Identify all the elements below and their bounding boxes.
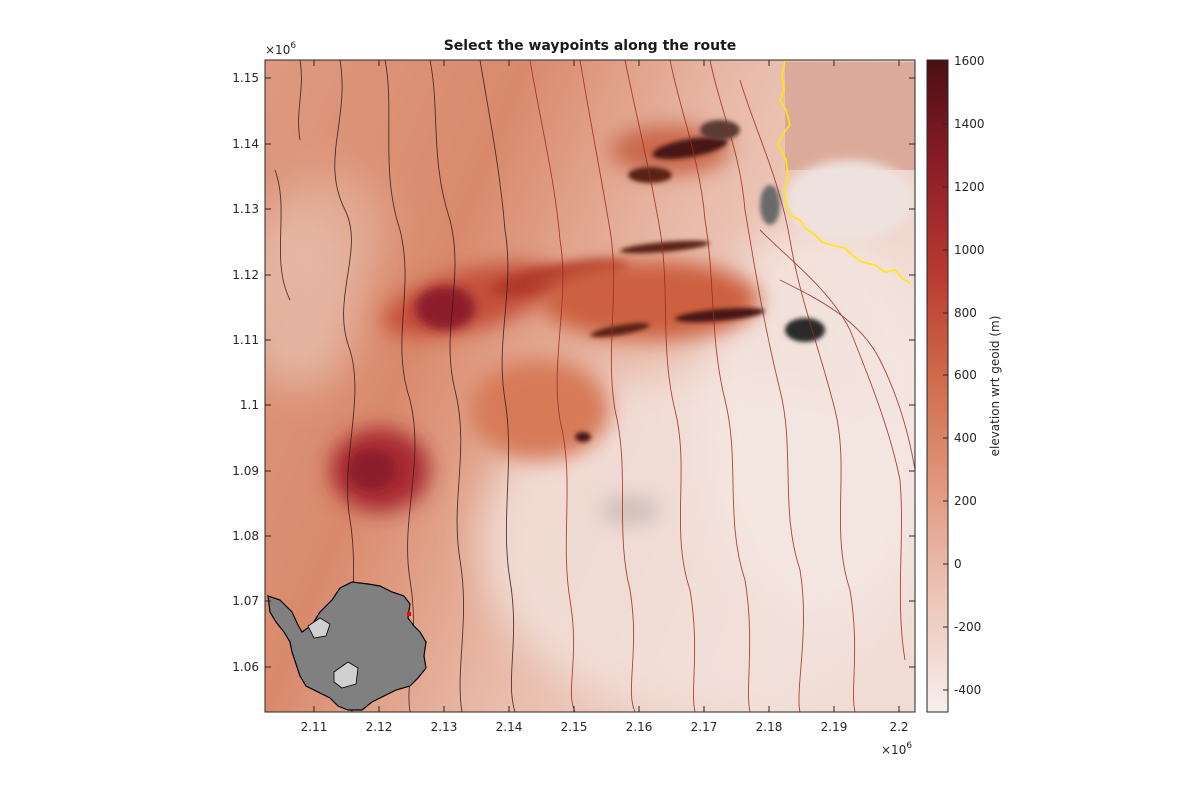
- y-tick-label: 1.14: [232, 137, 259, 151]
- x-tick-label: 2.13: [431, 720, 458, 734]
- antarctica-inset-map: [267, 581, 427, 711]
- x-tick-label: 2.19: [821, 720, 848, 734]
- colorbar-tick-label: -200: [954, 620, 981, 634]
- y-exponent-label: ×106: [265, 41, 296, 57]
- x-tick-label: 2.14: [496, 720, 523, 734]
- x-tick-label: 2.18: [756, 720, 783, 734]
- x-tick-label: 2.2: [889, 720, 908, 734]
- inset-location-marker: [407, 612, 411, 616]
- x-tick-label: 2.12: [366, 720, 393, 734]
- y-tick-label: 1.06: [232, 660, 259, 674]
- y-tick-label: 1.08: [232, 529, 259, 543]
- colorbar-tick-label: 0: [954, 557, 962, 571]
- colorbar-tick-label: 600: [954, 368, 977, 382]
- elevation-raster: [265, 60, 915, 712]
- y-tick-label: 1.15: [232, 71, 259, 85]
- y-tick-label: 1.11: [232, 333, 259, 347]
- x-exponent-label: ×106: [881, 741, 912, 757]
- plot-axes-frame: [264, 59, 916, 713]
- colorbar-tick-label: 200: [954, 494, 977, 508]
- y-tick-label: 1.13: [232, 202, 259, 216]
- colorbar-tick-label: -400: [954, 683, 981, 697]
- y-axis: 1.15 1.14 1.13 1.12 1.11 1.1 1.09 1.08 1…: [232, 41, 915, 674]
- ice-shelf: [333, 661, 359, 689]
- x-tick-label: 2.17: [691, 720, 718, 734]
- contour-lines-red: [529, 60, 915, 712]
- contour-lines: [274, 60, 516, 712]
- ice-shelf: [307, 617, 331, 639]
- x-tick-label: 2.11: [301, 720, 328, 734]
- x-tick-label: 2.16: [626, 720, 653, 734]
- colorbar-gradient: [926, 59, 949, 713]
- colorbar-tick-label: 800: [954, 306, 977, 320]
- colorbar: 1600 1400 1200 1000 800 600 400 200 0 -2…: [926, 54, 1002, 713]
- colorbar-tick-label: 1200: [954, 180, 985, 194]
- y-tick-label: 1.1: [240, 398, 259, 412]
- colorbar-title: elevation wrt geoid (m): [988, 316, 1002, 457]
- colorbar-tick-label: 1600: [954, 54, 985, 68]
- map-title: Select the waypoints along the route: [443, 38, 737, 54]
- y-tick-label: 1.12: [232, 268, 259, 282]
- y-tick-label: 1.07: [232, 594, 259, 608]
- x-axis: 2.11 2.12 2.13 2.14 2.15 2.16 2.17 2.18 …: [301, 60, 912, 757]
- colorbar-tick-label: 1400: [954, 117, 985, 131]
- colorbar-tick-label: 1000: [954, 243, 985, 257]
- x-tick-label: 2.15: [561, 720, 588, 734]
- y-tick-label: 1.09: [232, 464, 259, 478]
- route-line[interactable]: [777, 60, 911, 284]
- continent-shape: [267, 581, 427, 711]
- colorbar-tick-label: 400: [954, 431, 977, 445]
